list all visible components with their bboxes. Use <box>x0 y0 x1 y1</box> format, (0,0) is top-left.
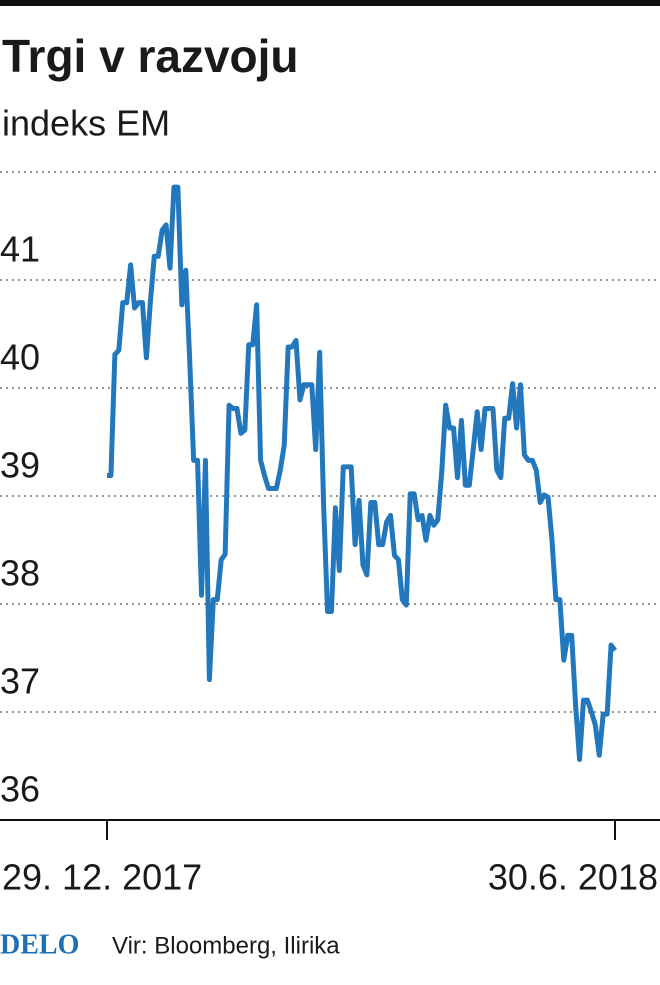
top-bar <box>0 0 660 6</box>
chart-title: Trgi v razvoju <box>2 30 299 82</box>
source: Vir: Bloomberg, Ilirika <box>112 932 340 959</box>
x-tick-label: 30.6. 2018 <box>488 857 658 898</box>
y-tick-label: 38 <box>0 553 40 594</box>
brand: DELO <box>0 929 79 960</box>
y-tick-label: 40 <box>0 337 40 378</box>
line-series <box>107 184 618 763</box>
chart-subtitle: indeks EM <box>2 103 170 144</box>
y-tick-label: 36 <box>0 769 40 810</box>
y-tick-label: 41 <box>0 229 40 270</box>
x-tick-label: 29. 12. 2017 <box>2 857 202 898</box>
y-tick-label: 37 <box>0 661 40 702</box>
y-tick-label: 39 <box>0 445 40 486</box>
